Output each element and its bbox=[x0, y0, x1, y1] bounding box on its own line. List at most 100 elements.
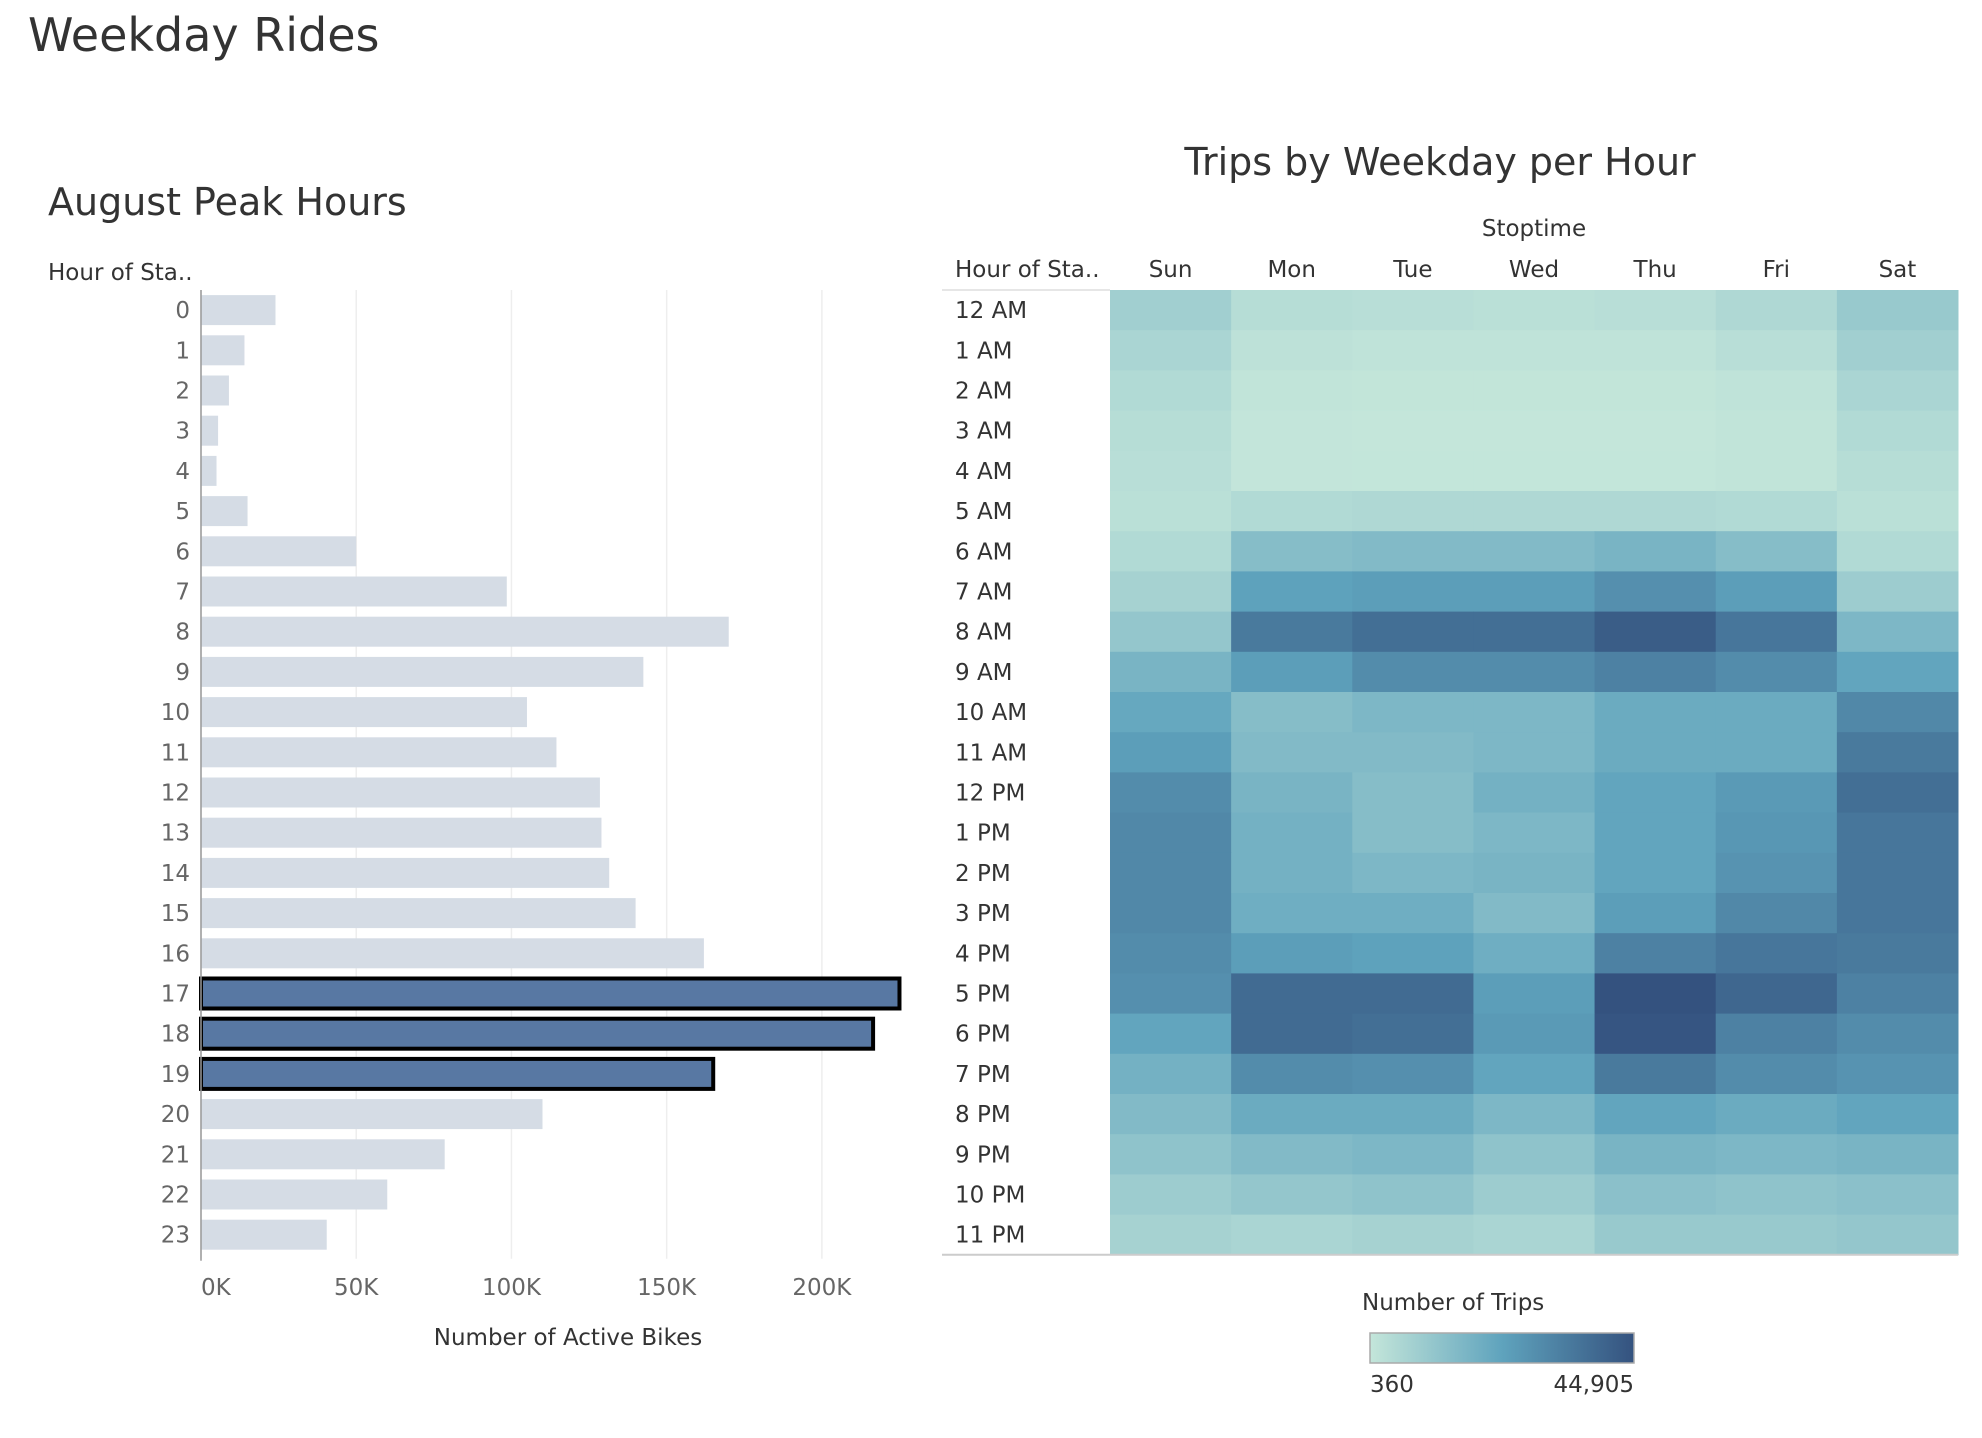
bar-category-label: 13 bbox=[161, 821, 190, 847]
heatmap-cell bbox=[1473, 330, 1596, 371]
heatmap-cell bbox=[1231, 571, 1353, 613]
heatmap-cell bbox=[1352, 933, 1474, 974]
heatmap-row-label: 9 PM bbox=[955, 1142, 1011, 1168]
heatmap-cell bbox=[1836, 973, 1959, 1015]
heatmap-cell bbox=[1594, 491, 1717, 532]
heatmap-cell bbox=[1836, 692, 1959, 733]
heatmap-cell bbox=[1110, 370, 1232, 412]
heatmap-cell bbox=[1231, 651, 1353, 693]
heatmap-cell bbox=[1110, 1214, 1232, 1256]
heatmap-column-label: Wed bbox=[1509, 257, 1559, 283]
bar bbox=[201, 1179, 388, 1210]
bar bbox=[201, 697, 527, 728]
heatmap-cell bbox=[1715, 410, 1838, 452]
heatmap-cell bbox=[1594, 410, 1717, 452]
heatmap-cell bbox=[1352, 491, 1474, 532]
bar-category-label: 12 bbox=[161, 781, 190, 807]
heatmap-cell bbox=[1594, 1134, 1717, 1175]
bar-category-label: 23 bbox=[161, 1223, 190, 1249]
heatmap-cell bbox=[1594, 1094, 1717, 1135]
heatmap-cell bbox=[1473, 1214, 1596, 1256]
heatmap-cell bbox=[1836, 611, 1959, 653]
heatmap-row-label: 6 PM bbox=[955, 1022, 1011, 1048]
heatmap-cell bbox=[1473, 571, 1596, 613]
heatmap-cell bbox=[1473, 812, 1596, 854]
heatmap-cell bbox=[1836, 852, 1959, 894]
heatmap-cell bbox=[1352, 1214, 1474, 1256]
heatmap-cell bbox=[1594, 933, 1717, 974]
heatmap-cell bbox=[1715, 531, 1838, 572]
bar-category-label: 21 bbox=[161, 1142, 190, 1168]
heatmap-row-label: 4 PM bbox=[955, 941, 1011, 967]
heatmap-column-label: Sat bbox=[1879, 257, 1917, 283]
heatmap-cell bbox=[1836, 491, 1959, 532]
bar-highlighted bbox=[199, 1016, 876, 1051]
heatmap-cell bbox=[1110, 692, 1232, 733]
heatmap-row-label: 4 AM bbox=[955, 459, 1013, 485]
heatmap-cell bbox=[1110, 852, 1232, 894]
bar-category-label: 19 bbox=[161, 1062, 190, 1088]
bar-category-label: 1 bbox=[175, 338, 190, 364]
heatmap-cell bbox=[1836, 290, 1959, 331]
heatmap-labels: 12 AM 1 AM 2 AM 3 AM 4 AM 5 AM 6 AM 7 AM 8 AM 9 A… bbox=[942, 216, 1958, 1256]
heatmap-cell bbox=[1836, 812, 1959, 854]
heatmap-cell bbox=[1352, 893, 1474, 934]
bar-category-label: 20 bbox=[161, 1102, 190, 1128]
bar bbox=[201, 777, 600, 808]
heatmap-cell bbox=[1110, 1134, 1232, 1175]
bar bbox=[201, 898, 636, 929]
heatmap-cell bbox=[1110, 290, 1232, 331]
bar-category-label: 18 bbox=[161, 1022, 190, 1048]
bar bbox=[201, 616, 729, 647]
heatmap-cell bbox=[1352, 973, 1474, 1015]
heatmap-cell bbox=[1352, 772, 1474, 814]
heatmap-cell bbox=[1836, 933, 1959, 974]
heatmap-row-label: 7 AM bbox=[955, 580, 1013, 606]
bar bbox=[201, 375, 229, 406]
heatmap-row-label: 6 AM bbox=[955, 539, 1013, 565]
heatmap-cell bbox=[1352, 571, 1474, 613]
x-tick-label: 200K bbox=[792, 1275, 852, 1301]
heatmap-cell bbox=[1473, 450, 1596, 492]
heatmap-cell bbox=[1352, 852, 1474, 894]
heatmap-cell bbox=[1231, 893, 1353, 934]
heatmap-cell bbox=[1352, 611, 1474, 653]
bar-category-label: 22 bbox=[161, 1183, 190, 1209]
heatmap-cell bbox=[1110, 933, 1232, 974]
heatmap-cell bbox=[1715, 772, 1838, 814]
heatmap-cell bbox=[1594, 852, 1717, 894]
heatmap-cell bbox=[1231, 732, 1353, 773]
bar-category-label: 2 bbox=[175, 379, 190, 405]
heatmap-cell bbox=[1836, 1094, 1959, 1135]
heatmap-cell bbox=[1352, 450, 1474, 492]
heatmap-cell bbox=[1110, 611, 1232, 653]
bar-chart-title: August Peak Hours bbox=[48, 180, 407, 224]
heatmap-cell bbox=[1231, 1094, 1353, 1135]
heatmap-cell bbox=[1110, 732, 1232, 773]
x-tick-label: 0K bbox=[201, 1275, 232, 1301]
heatmap-cell bbox=[1715, 1134, 1838, 1175]
heatmap-cell bbox=[1715, 732, 1838, 773]
heatmap-cell bbox=[1594, 290, 1717, 331]
heatmap-row-label: 5 AM bbox=[955, 499, 1013, 525]
bar bbox=[201, 335, 245, 366]
heatmap-cell bbox=[1110, 450, 1232, 492]
heatmap-cell bbox=[1352, 1094, 1474, 1135]
heatmap-cell bbox=[1352, 1174, 1474, 1216]
heatmap-cell bbox=[1594, 1013, 1717, 1055]
heatmap-cell bbox=[1594, 651, 1717, 693]
bar-category-label: 0 bbox=[175, 298, 190, 324]
bar-category-label: 4 bbox=[175, 459, 190, 485]
heatmap-row-label: 1 PM bbox=[955, 821, 1011, 847]
heatmap-cell bbox=[1594, 772, 1717, 814]
heatmap-row-label: 11 PM bbox=[955, 1223, 1025, 1249]
bar-category-label: 11 bbox=[161, 740, 190, 766]
heatmap-cell bbox=[1231, 491, 1353, 532]
heatmap-cell bbox=[1594, 893, 1717, 934]
heatmap-cell bbox=[1594, 732, 1717, 773]
heatmap-cell bbox=[1473, 1013, 1596, 1055]
heatmap-cell bbox=[1352, 531, 1474, 572]
heatmap-row-label: 9 AM bbox=[955, 660, 1013, 686]
bar bbox=[201, 1219, 327, 1250]
heatmap-cell bbox=[1473, 772, 1596, 814]
